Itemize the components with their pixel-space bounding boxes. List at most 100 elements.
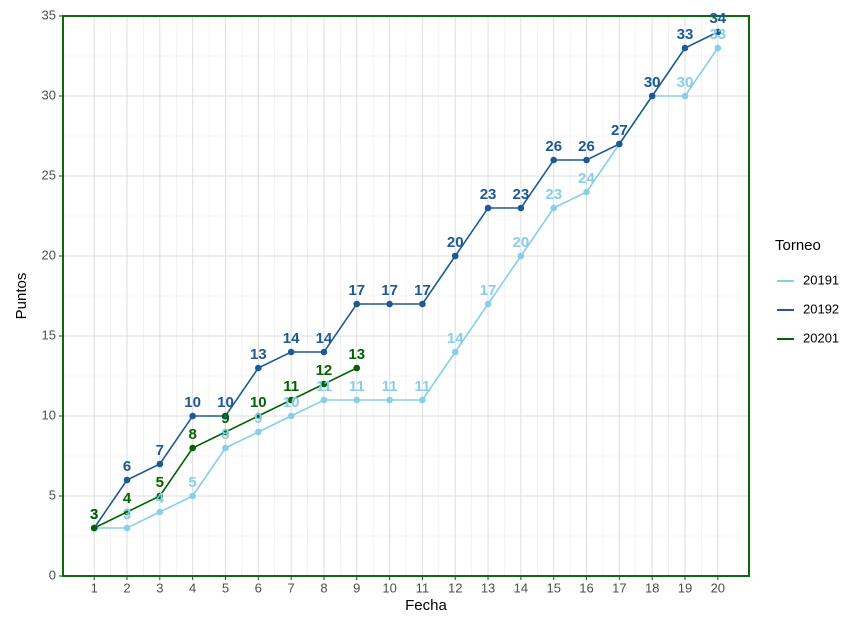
x-tick-label: 19 [678,580,692,595]
point [353,300,361,308]
data-label: 12 [316,362,333,379]
y-tick-label: 10 [42,407,56,422]
point [419,396,426,404]
data-label: 23 [513,186,530,203]
data-label: 3 [90,506,98,523]
data-label: 24 [578,170,595,187]
data-label: 30 [644,74,661,91]
panel-border [62,15,750,577]
data-label: 11 [382,378,398,395]
point [517,204,525,212]
point [156,492,164,500]
point [583,156,590,164]
x-tick-label: 12 [448,580,462,595]
x-tick-label: 8 [320,580,327,595]
data-label: 10 [184,394,201,411]
point [320,348,328,356]
data-label: 9 [254,410,262,427]
data-label: 3 [90,506,98,523]
y-tick-label: 0 [49,567,56,582]
point [517,252,525,260]
data-label: 26 [578,138,595,155]
point [320,396,328,404]
data-label: 33 [677,26,694,43]
data-label: 20 [513,234,530,251]
point [189,444,196,452]
data-label: 3 [123,506,131,523]
point [123,508,131,516]
legend-label: 20201 [803,330,839,345]
x-tick-label: 14 [514,580,528,595]
data-label: 27 [611,122,628,139]
legend-title: Torneo [775,237,821,254]
data-label: 13 [348,346,365,363]
point [123,476,131,484]
point [123,524,131,532]
point [353,364,361,372]
data-label: 4 [156,490,165,507]
legend-label: 20191 [803,272,839,287]
point [714,28,722,36]
data-label: 30 [644,74,661,91]
x-tick-label: 13 [481,580,495,595]
data-label: 14 [316,330,333,347]
x-tick-label: 2 [123,580,130,595]
point [616,140,623,148]
legend-label: 20192 [803,301,839,316]
x-tick-label: 16 [579,580,593,595]
series-line [94,47,719,529]
data-label: 6 [123,458,131,475]
point [353,396,361,404]
data-label: 34 [709,10,726,27]
data-label: 5 [156,474,164,491]
point [287,412,295,420]
data-label: 10 [250,394,267,411]
data-label: 23 [480,186,497,203]
point [222,444,229,452]
point [189,412,196,420]
data-label: 10 [217,394,234,411]
y-tick-label: 20 [42,247,56,262]
data-label: 8 [188,426,196,443]
point [681,92,689,100]
data-label: 10 [283,394,300,411]
point [550,204,558,212]
data-label: 11 [283,378,299,395]
data-label: 17 [381,282,398,299]
point [254,412,262,420]
y-tick-label: 25 [42,167,56,182]
x-tick-label: 6 [255,580,262,595]
x-tick-label: 10 [382,580,396,595]
point [419,300,426,308]
y-tick-label: 5 [49,487,56,502]
y-tick-label: 35 [42,7,56,22]
x-tick-label: 15 [546,580,560,595]
data-label: 17 [414,282,431,299]
x-tick-label: 17 [612,580,626,595]
point [451,252,459,260]
data-label: 33 [709,26,726,43]
point [320,380,328,388]
point [222,412,229,420]
data-label: 9 [221,410,229,427]
data-label: 14 [447,330,464,347]
point [550,156,558,164]
x-tick-label: 20 [711,580,725,595]
data-label: 8 [221,426,229,443]
x-tick-label: 5 [222,580,229,595]
x-tick-label: 7 [288,580,295,595]
x-tick-label: 11 [416,580,430,595]
point [156,508,164,516]
point [156,460,164,468]
data-label: 17 [348,282,365,299]
point [222,428,229,436]
point [583,188,590,196]
data-label: 11 [414,378,430,395]
x-axis-title: Fecha [405,597,447,614]
data-label: 27 [611,122,628,139]
data-label: 26 [545,138,562,155]
series-line [93,31,719,529]
data-label: 20 [447,234,464,251]
data-label: 13 [250,346,267,363]
